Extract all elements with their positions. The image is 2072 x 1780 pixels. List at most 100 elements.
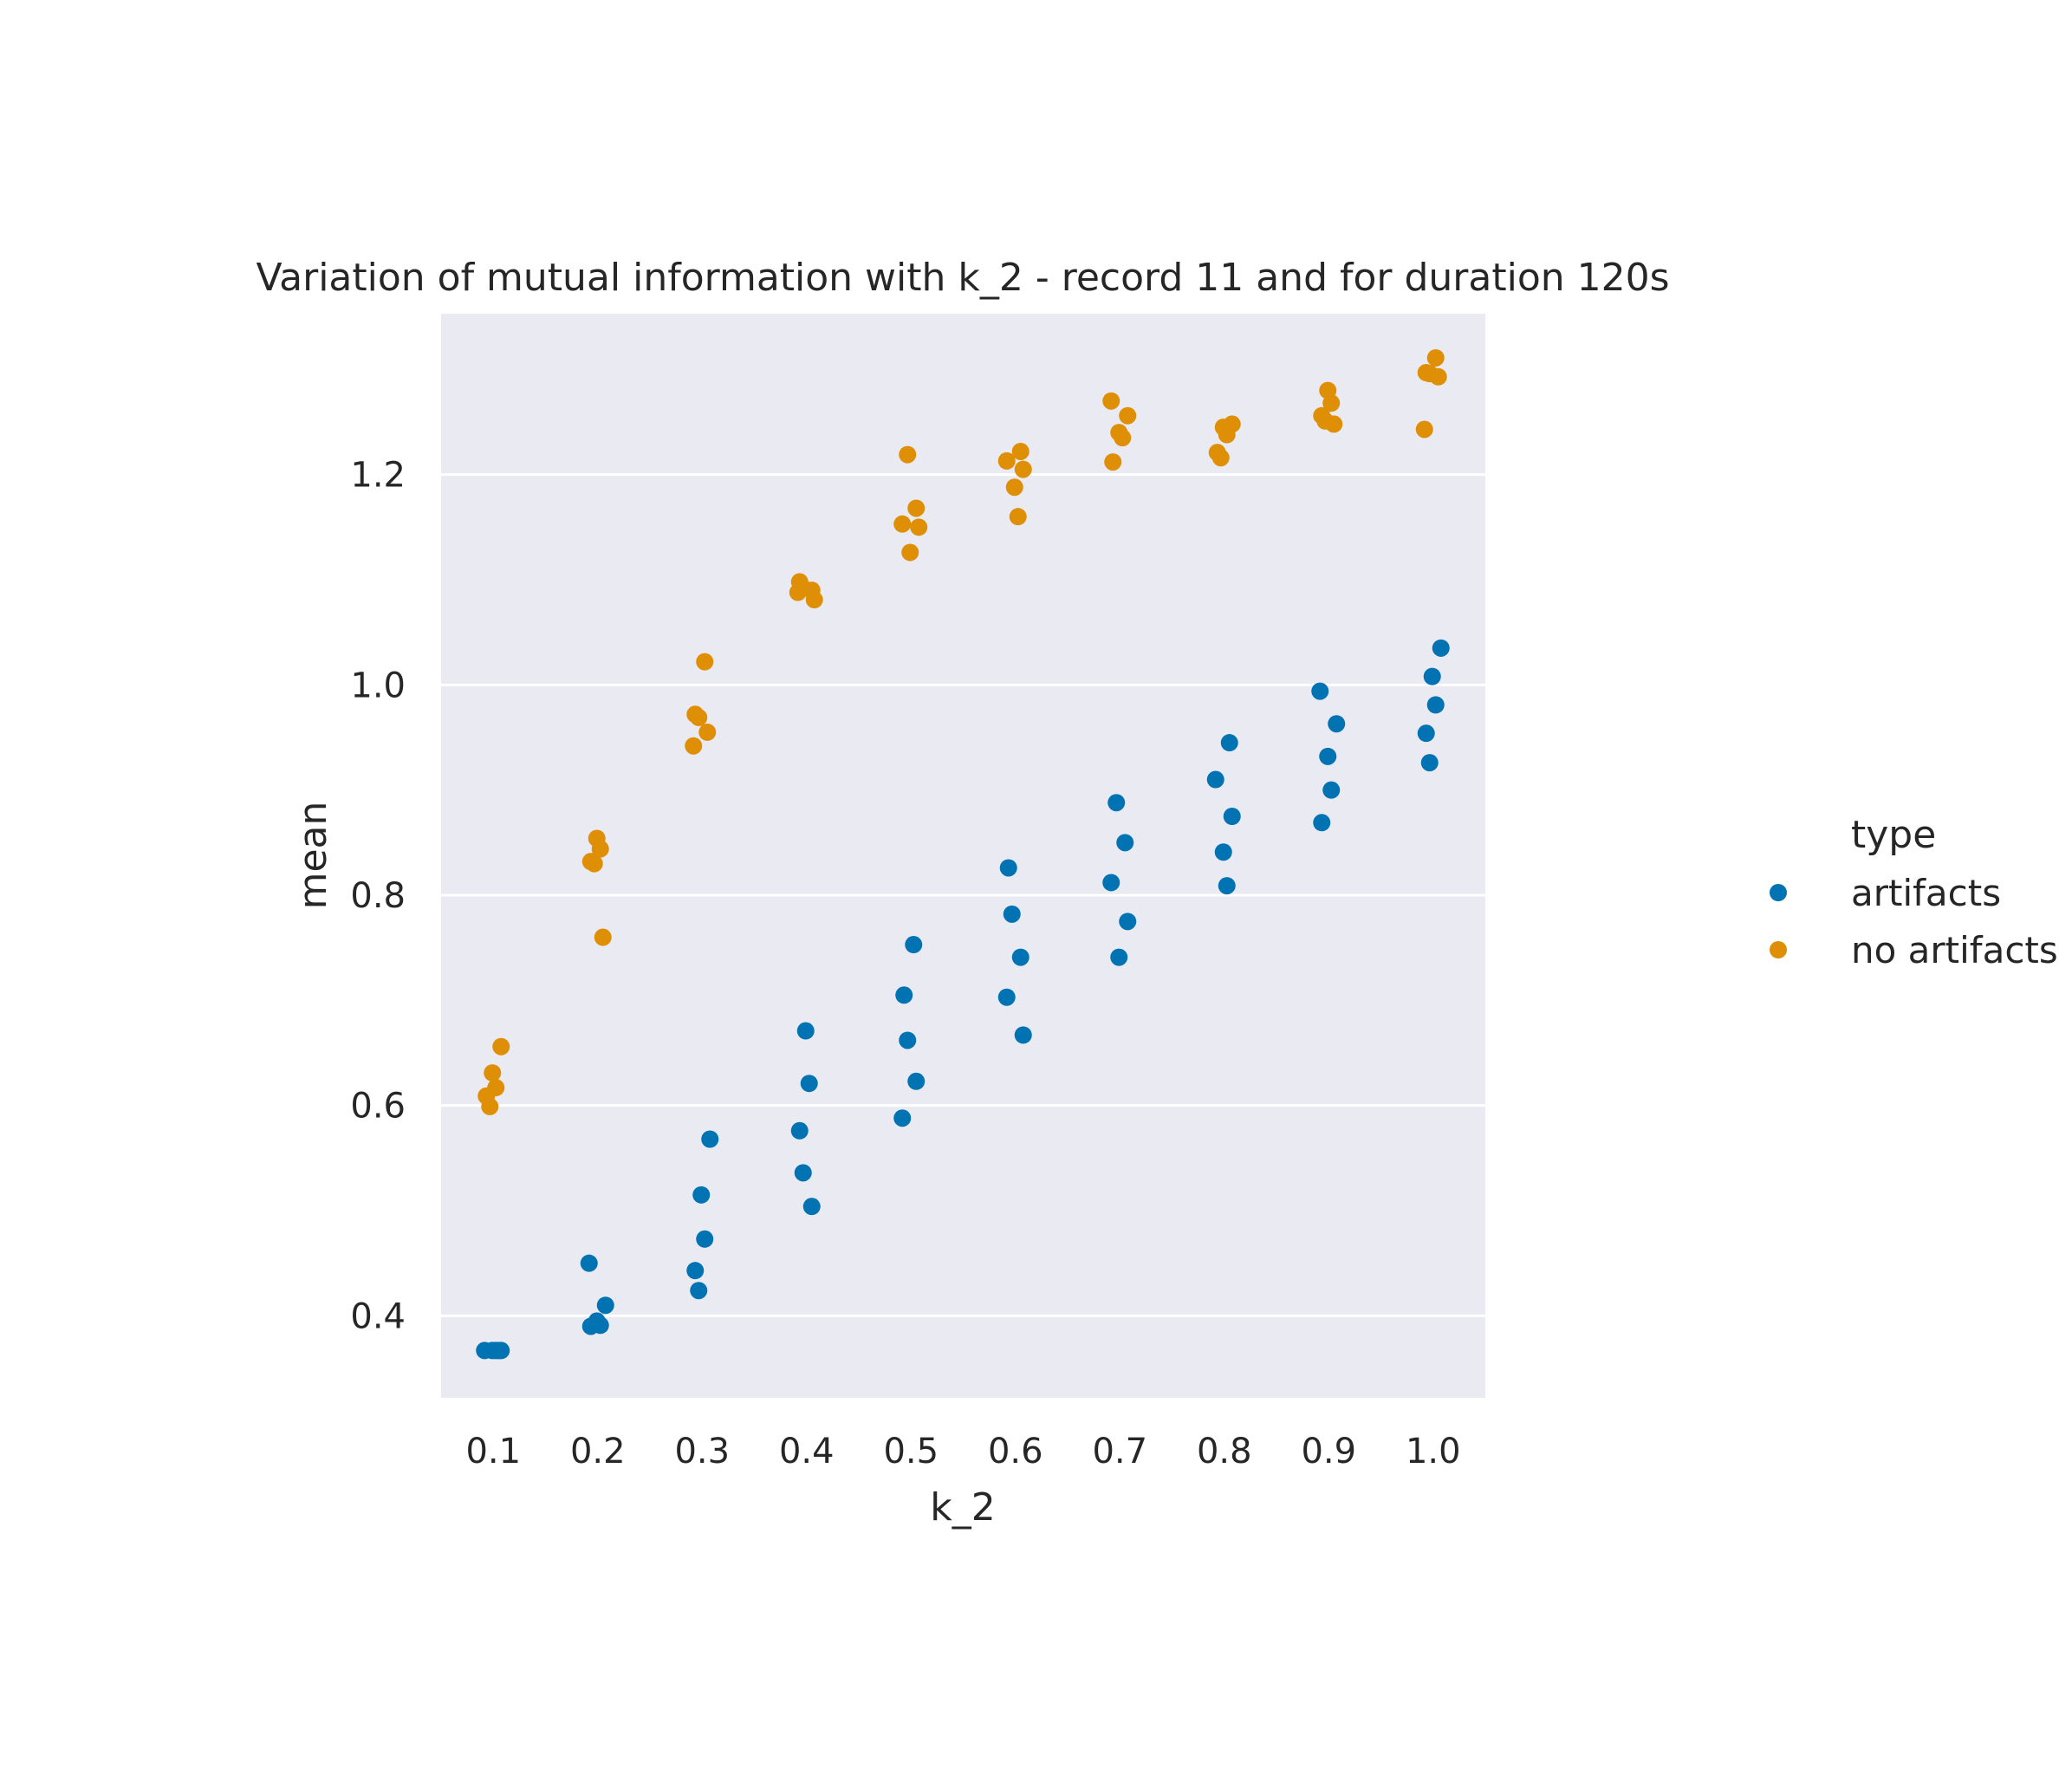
x-tick-label-9: 1.0 — [1406, 1432, 1461, 1471]
point-artifacts-48 — [1417, 724, 1435, 743]
point-artifacts-11 — [692, 1186, 711, 1204]
x-tick-labels: 0.1 0.2 0.3 0.4 0.5 0.6 0.7 0.8 0.9 1.0 — [465, 1432, 1460, 1471]
point-no-artifacts-4 — [481, 1097, 499, 1115]
point-no-artifacts-13 — [698, 723, 717, 741]
point-artifacts-36 — [1206, 770, 1224, 789]
point-no-artifacts-49 — [1415, 420, 1433, 439]
legend-label-artifacts: artifacts — [1851, 872, 2001, 914]
x-tick-label-7: 0.8 — [1197, 1432, 1252, 1471]
point-artifacts-17 — [790, 1121, 809, 1140]
point-artifacts-16 — [800, 1075, 818, 1093]
point-no-artifacts-20 — [899, 445, 917, 464]
point-artifacts-22 — [899, 1031, 917, 1049]
point-artifacts-38 — [1214, 843, 1232, 861]
point-no-artifacts-1 — [484, 1064, 502, 1082]
x-tick-label-8: 0.9 — [1301, 1432, 1356, 1471]
point-no-artifacts-25 — [1011, 442, 1030, 460]
y-axis-label: mean — [291, 802, 335, 910]
point-no-artifacts-44 — [1325, 415, 1343, 433]
point-artifacts-21 — [895, 986, 913, 1004]
point-artifacts-47 — [1426, 696, 1445, 714]
point-artifacts-12 — [696, 1230, 714, 1248]
x-tick-label-5: 0.6 — [988, 1432, 1043, 1471]
point-artifacts-18 — [794, 1164, 812, 1182]
point-no-artifacts-45 — [1426, 348, 1445, 367]
point-artifacts-30 — [1107, 794, 1126, 812]
point-artifacts-6 — [596, 1296, 614, 1315]
point-artifacts-23 — [907, 1072, 926, 1090]
point-artifacts-44 — [1313, 814, 1331, 832]
point-no-artifacts-37 — [1218, 426, 1236, 444]
point-artifacts-15 — [796, 1022, 815, 1040]
point-no-artifacts-27 — [1014, 460, 1032, 478]
point-artifacts-46 — [1423, 667, 1441, 685]
gridlines — [441, 473, 1485, 1317]
point-no-artifacts-9 — [594, 928, 612, 946]
point-artifacts-39 — [1218, 877, 1236, 895]
point-artifacts-28 — [997, 988, 1016, 1006]
legend: type artifacts no artifacts — [1770, 813, 2058, 971]
point-no-artifacts-14 — [685, 737, 703, 755]
point-artifacts-49 — [1420, 754, 1439, 772]
chart-title: Variation of mutual information with k_2… — [256, 256, 1669, 300]
point-no-artifacts-6 — [591, 840, 609, 858]
point-artifacts-42 — [1319, 747, 1337, 765]
point-no-artifacts-29 — [1009, 508, 1027, 526]
point-artifacts-26 — [1003, 905, 1021, 923]
point-no-artifacts-41 — [1322, 394, 1341, 413]
point-no-artifacts-22 — [893, 515, 912, 533]
x-tick-label-2: 0.3 — [674, 1432, 730, 1471]
x-tick-label-0: 0.1 — [465, 1432, 521, 1471]
point-artifacts-41 — [1328, 715, 1346, 733]
point-artifacts-31 — [1116, 834, 1134, 852]
point-no-artifacts-12 — [690, 708, 708, 726]
point-artifacts-35 — [1220, 734, 1238, 752]
point-no-artifacts-48 — [1429, 367, 1447, 386]
point-artifacts-13 — [686, 1262, 705, 1280]
point-no-artifacts-18 — [789, 583, 807, 601]
legend-marker-no-artifacts — [1770, 941, 1787, 958]
point-artifacts-14 — [690, 1282, 708, 1300]
point-artifacts-40 — [1311, 682, 1329, 700]
legend-marker-artifacts — [1770, 884, 1787, 901]
legend-label-no-artifacts: no artifacts — [1851, 929, 2058, 971]
point-no-artifacts-26 — [997, 451, 1016, 470]
point-no-artifacts-19 — [805, 591, 823, 609]
point-artifacts-9 — [581, 1317, 600, 1335]
data-points — [476, 348, 1450, 1360]
x-tick-label-1: 0.2 — [570, 1432, 626, 1471]
point-no-artifacts-8 — [585, 854, 603, 873]
point-artifacts-5 — [580, 1254, 598, 1272]
legend-title: type — [1851, 813, 1936, 857]
point-artifacts-34 — [1110, 948, 1128, 966]
point-no-artifacts-33 — [1114, 429, 1132, 447]
point-artifacts-20 — [905, 936, 923, 954]
y-tick-labels: 0.4 0.6 0.8 1.0 1.2 — [350, 456, 406, 1337]
point-artifacts-37 — [1223, 807, 1241, 825]
point-artifacts-33 — [1119, 913, 1137, 931]
point-artifacts-19 — [802, 1198, 821, 1216]
point-no-artifacts-30 — [1102, 392, 1120, 410]
point-artifacts-45 — [1432, 639, 1450, 657]
y-tick-label-1: 0.6 — [350, 1087, 406, 1127]
y-tick-label-3: 1.0 — [350, 666, 406, 705]
y-tick-label-4: 1.2 — [350, 456, 406, 496]
point-no-artifacts-0 — [492, 1037, 510, 1056]
plot-area — [441, 314, 1485, 1398]
point-artifacts-27 — [1011, 948, 1030, 966]
point-artifacts-10 — [701, 1130, 719, 1148]
point-no-artifacts-23 — [910, 518, 928, 536]
x-tick-label-6: 0.7 — [1092, 1432, 1147, 1471]
point-artifacts-32 — [1102, 874, 1120, 892]
point-no-artifacts-39 — [1211, 449, 1230, 467]
point-no-artifacts-31 — [1119, 406, 1137, 425]
point-artifacts-25 — [999, 859, 1017, 877]
x-axis-label: k_2 — [930, 1485, 995, 1530]
x-tick-label-3: 0.4 — [779, 1432, 835, 1471]
point-artifacts-29 — [1014, 1026, 1032, 1044]
point-no-artifacts-21 — [907, 499, 926, 517]
point-no-artifacts-34 — [1104, 453, 1122, 471]
y-tick-label-0: 0.4 — [350, 1296, 406, 1336]
point-no-artifacts-28 — [1005, 478, 1023, 497]
point-no-artifacts-10 — [696, 653, 714, 671]
